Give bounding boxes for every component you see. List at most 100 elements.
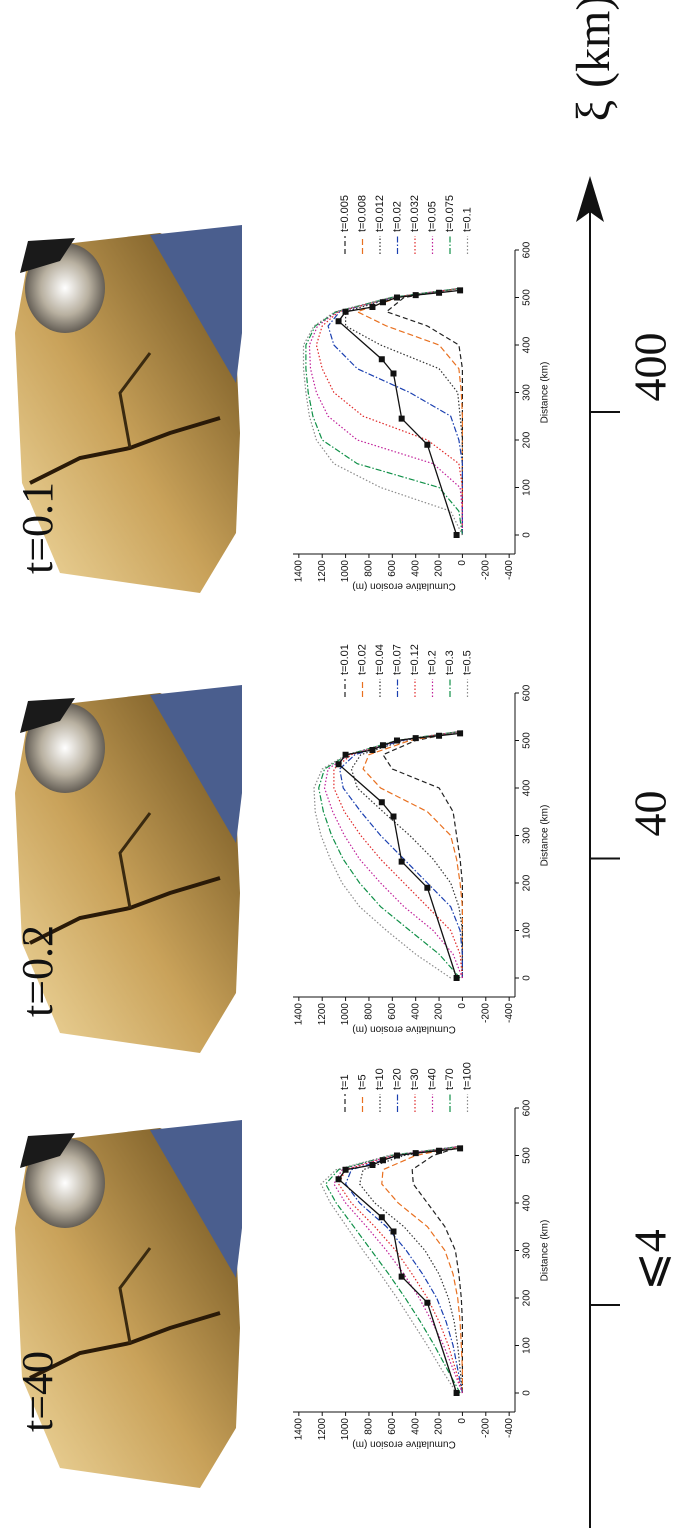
series-line [337,1145,463,1394]
observed-point [398,415,405,422]
y-tick-label: -400 [504,560,515,580]
observed-point [412,292,419,299]
y-tick-label: 200 [434,1418,445,1435]
series-line [344,1145,463,1394]
legend-label: t=0.012 [374,195,386,232]
observed-point [379,1157,386,1164]
observed-point [335,1176,342,1183]
series-line [313,730,463,979]
x-tick-label: 300 [522,384,533,401]
legend-label: t=0.032 [409,195,421,232]
observed-point [436,1147,443,1154]
observed-point [369,747,376,753]
panel-title: t=0.1 [13,482,62,574]
scale-tick-label: ⩽4 [625,1229,676,1291]
observed-point [424,884,431,891]
legend-label: t=0.075 [444,195,456,232]
observed-point [390,813,397,820]
x-tick-label: 300 [522,827,533,844]
x-tick-label: 100 [522,479,533,496]
x-axis-label: Distance (km) [540,805,551,867]
legend-label: t=0.04 [374,644,386,675]
legend-label: t=10 [374,1068,386,1090]
y-tick-label: 200 [434,1003,445,1020]
observed-point [457,730,464,737]
x-tick-label: 500 [522,289,533,306]
scale-axis-label: ξ (km) [567,0,620,121]
y-tick-label: 1000 [340,560,351,583]
observed-point [379,299,386,306]
observed-point [390,370,397,377]
series-line [324,1145,463,1394]
observed-point [393,737,400,744]
series-line [355,287,463,535]
legend-label: t=70 [444,1068,456,1090]
observed-point [379,742,386,749]
series-line [320,1145,463,1394]
y-tick-label: 0 [457,1003,468,1009]
legend-label: t=0.5 [461,650,473,675]
y-tick-label: 1200 [317,1418,328,1441]
observed-point [453,1390,460,1396]
panel-title: t=0.2 [13,925,62,1017]
x-tick-label: 200 [522,1289,533,1306]
legend-label: t=0.12 [409,644,421,675]
legend-label: t=0.005 [339,195,351,232]
observed-point [436,732,443,739]
y-tick-label: -400 [504,1418,515,1438]
legend-label: t=0.2 [426,650,438,675]
observed-point [335,761,342,768]
y-axis-label: Cumulative erosion (m) [352,1438,455,1449]
scale-tick-label: 400 [625,333,676,402]
legend-label: t=0.07 [391,644,403,675]
observed-point [342,1166,349,1173]
series-line [381,1145,463,1393]
x-tick-label: 100 [522,1337,533,1354]
x-tick-label: 0 [522,1390,533,1396]
observed-point [369,1162,376,1168]
y-tick-label: 400 [410,560,421,577]
x-tick-label: 400 [522,336,533,353]
x-tick-label: 0 [522,532,533,538]
legend-label: t=40 [426,1068,438,1090]
y-tick-label: 0 [457,560,468,566]
observed-point [378,799,385,806]
legend-label: t=5 [356,1074,368,1090]
y-tick-label: 800 [364,1003,375,1020]
y-tick-label: 600 [387,560,398,577]
y-tick-label: -400 [504,1003,515,1023]
x-tick-label: 600 [522,1099,533,1116]
x-axis-label: Distance (km) [540,1220,551,1282]
observed-point [412,735,419,742]
y-tick-label: 1000 [340,1003,351,1026]
y-tick-label: 1400 [293,1418,304,1441]
legend-label: t=0.008 [356,195,368,232]
x-tick-label: 200 [522,431,533,448]
observed-point [342,751,349,758]
x-tick-label: 600 [522,241,533,258]
y-tick-label: 400 [410,1003,421,1020]
observed-point [436,289,443,296]
observed-point [398,1273,405,1280]
scale-axis-arrow [576,176,604,222]
landscape-frame: ξ (km) ⩽4 40 400 t=40 -400 -200 0 200 400 600 800 1… [13,0,676,1528]
observed-point [453,975,460,981]
observed-point [335,318,342,325]
y-tick-label: 1400 [293,560,304,583]
legend-label: t=0.02 [391,201,403,232]
legend-label: t=20 [391,1068,403,1090]
y-tick-label: 400 [410,1418,421,1435]
observed-point [390,1228,397,1235]
series-line [315,287,463,535]
legend-label: t=0.1 [461,207,473,232]
scale-tick-label: 40 [625,791,676,837]
legend-label: t=0.01 [339,644,351,675]
legend-label: t=100 [461,1062,473,1090]
x-tick-label: 500 [522,1147,533,1164]
series-line [385,287,463,535]
series-line [382,730,463,978]
observed-point [342,308,349,315]
observed-point [457,1145,464,1152]
observed-line [337,289,461,536]
